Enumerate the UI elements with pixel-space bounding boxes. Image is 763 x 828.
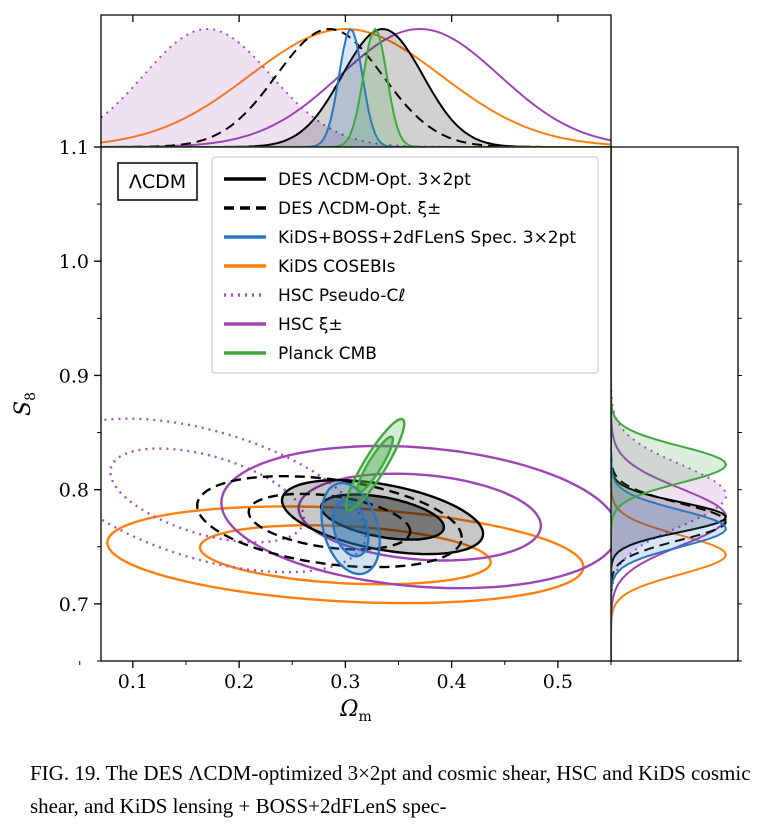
top-marginal-3 bbox=[101, 28, 611, 146]
top-marginal-fill-4 bbox=[101, 29, 611, 147]
legend-box bbox=[211, 156, 599, 374]
y-tick-label: 0.9 bbox=[59, 365, 89, 387]
top-marginal-fill-0 bbox=[101, 29, 611, 147]
contour-4-level-68 bbox=[109, 447, 306, 544]
right-marginal-fill-2 bbox=[611, 147, 726, 661]
x-tick-label: 0.1 bbox=[118, 671, 148, 693]
model-label-box: ΛCDM bbox=[117, 162, 198, 201]
contour-1-level-95 bbox=[195, 475, 463, 569]
legend-label-4: HSC Pseudo-Cℓ bbox=[278, 286, 405, 306]
figure-caption: FIG. 19. The DES ΛCDM-optimized 3×2pt an… bbox=[30, 761, 751, 818]
y-tick-label: 1.1 bbox=[59, 137, 89, 159]
top-marginal-2 bbox=[101, 28, 611, 147]
legend-label-5: HSC ξ± bbox=[278, 315, 343, 335]
top-frame bbox=[100, 14, 612, 147]
right-marginal-0 bbox=[611, 147, 728, 661]
legend-label-1: DES ΛCDM-Opt. ξ± bbox=[278, 199, 441, 219]
model-label: ΛCDM bbox=[129, 171, 186, 193]
main-contour-panel bbox=[101, 417, 611, 605]
panel-frames bbox=[100, 14, 739, 662]
contour-3-level-95 bbox=[106, 505, 585, 605]
contour-5-level-68 bbox=[297, 472, 543, 562]
chart: 0.1 0.2 0.3 0.4 0.5 0.7 0.8 0.9 1.0 1.1 Ωm S8 ΛCD… bbox=[11, 14, 742, 725]
right-marginal-5 bbox=[611, 147, 728, 661]
contour-0-level-95 bbox=[280, 478, 485, 556]
legend: DES ΛCDM-Opt. 3×2pt DES ΛCDM-Opt. ξ± KiDS+… bbox=[211, 156, 599, 374]
x-tick-label: 0.5 bbox=[543, 671, 573, 693]
y-tick-label: 0.7 bbox=[59, 594, 89, 616]
top-marginal-6 bbox=[101, 27, 611, 147]
contour-6-level-95 bbox=[344, 417, 406, 512]
x-tick-label: 0.4 bbox=[437, 671, 467, 693]
top-marginal-4 bbox=[101, 27, 611, 147]
right-marginal-panel bbox=[611, 147, 728, 661]
contour-6-level-68 bbox=[356, 435, 395, 494]
legend-label-0: DES ΛCDM-Opt. 3×2pt bbox=[278, 170, 471, 190]
right-marginal-2 bbox=[611, 147, 728, 661]
legend-label-3: KiDS COSEBIs bbox=[278, 257, 396, 277]
top-marginal-5 bbox=[101, 27, 611, 147]
legend-label-2: KiDS+BOSS+2dFLenS Spec. 3×2pt bbox=[278, 228, 576, 248]
y-axis-label: S8 bbox=[11, 392, 39, 416]
right-marginal-6 bbox=[611, 147, 728, 661]
contour-2-level-68 bbox=[331, 499, 370, 558]
top-marginal-panel bbox=[101, 27, 611, 147]
right-marginal-4 bbox=[611, 147, 727, 661]
axis-ticks: 0.1 0.2 0.3 0.4 0.5 0.7 0.8 0.9 1.0 1.1 bbox=[59, 15, 742, 693]
legend-label-6: Planck CMB bbox=[278, 344, 377, 364]
contour-5-level-95 bbox=[220, 444, 611, 590]
x-axis-label: Ωm bbox=[339, 697, 372, 725]
right-marginal-fill-0 bbox=[611, 147, 726, 661]
main-frame bbox=[100, 146, 612, 662]
top-marginal-fill-2 bbox=[101, 29, 611, 147]
right-marginal-1 bbox=[611, 147, 727, 661]
right-frame bbox=[611, 146, 739, 662]
right-marginal-fill-6 bbox=[611, 147, 726, 661]
x-tick-label: 0.3 bbox=[330, 671, 360, 693]
y-tick-label: 1.0 bbox=[59, 251, 89, 273]
x-tick-label: 0.2 bbox=[224, 671, 254, 693]
right-marginal-3 bbox=[611, 147, 728, 661]
right-marginal-fill-4 bbox=[611, 147, 726, 661]
y-tick-label: 0.8 bbox=[59, 480, 89, 502]
contour-3-level-68 bbox=[198, 524, 492, 586]
top-marginal-fill-6 bbox=[101, 29, 611, 147]
